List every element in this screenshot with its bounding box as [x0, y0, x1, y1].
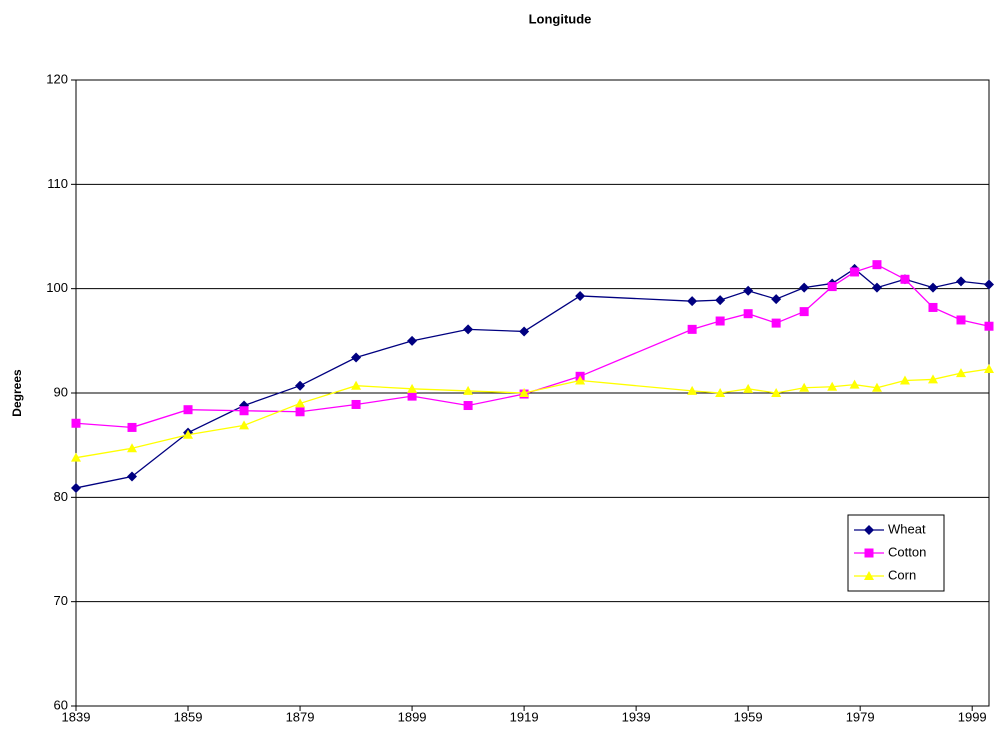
marker	[183, 429, 194, 439]
marker	[519, 388, 530, 397]
marker	[295, 407, 305, 417]
legend-label: Corn	[888, 567, 916, 582]
marker	[984, 364, 994, 374]
marker	[984, 279, 994, 290]
marker	[799, 282, 810, 293]
marker	[687, 385, 698, 395]
marker	[899, 375, 910, 385]
marker	[407, 335, 418, 346]
marker	[463, 324, 474, 335]
marker	[575, 290, 586, 301]
marker	[984, 321, 994, 331]
marker	[687, 324, 697, 334]
marker	[771, 388, 782, 397]
marker	[743, 309, 753, 319]
marker	[864, 571, 874, 580]
marker	[71, 482, 81, 493]
marker	[351, 399, 361, 409]
marker	[927, 282, 938, 293]
y-tick-label: 110	[47, 176, 68, 191]
marker	[871, 282, 882, 293]
marker	[850, 267, 860, 277]
marker	[849, 379, 860, 389]
x-tick-label: 1939	[622, 709, 651, 724]
marker	[295, 380, 306, 391]
marker	[71, 418, 81, 428]
marker	[799, 307, 809, 317]
marker	[71, 452, 81, 462]
marker	[519, 326, 530, 337]
legend-label: Wheat	[888, 521, 926, 536]
marker	[771, 318, 781, 328]
marker	[183, 405, 193, 415]
marker	[715, 316, 725, 326]
series-line	[75, 368, 990, 459]
marker	[407, 383, 418, 393]
marker	[871, 382, 882, 392]
y-tick-label: 120	[46, 71, 68, 86]
x-tick-label: 1999	[958, 709, 987, 724]
x-tick-label: 1859	[174, 709, 203, 724]
marker	[715, 295, 726, 306]
x-tick-label: 1839	[62, 709, 91, 724]
marker	[715, 388, 726, 397]
marker	[827, 282, 837, 292]
marker	[687, 296, 698, 307]
marker	[463, 401, 473, 411]
marker	[295, 398, 306, 408]
marker	[239, 406, 249, 416]
marker	[955, 368, 966, 378]
x-tick-label: 1879	[286, 709, 315, 724]
series-line	[75, 268, 990, 489]
y-tick-label: 100	[46, 280, 68, 295]
y-tick-label: 90	[54, 384, 68, 399]
marker	[407, 391, 417, 401]
marker	[864, 548, 874, 558]
legend-label: Cotton	[888, 544, 926, 559]
chart-title: Longitude	[529, 11, 592, 26]
x-tick-label: 1979	[846, 709, 875, 724]
y-tick-label: 80	[54, 489, 68, 504]
marker	[743, 383, 754, 393]
marker	[575, 375, 586, 385]
y-tick-label: 60	[54, 697, 68, 712]
marker	[771, 294, 782, 305]
marker	[928, 302, 938, 312]
marker	[799, 382, 810, 392]
marker	[900, 274, 910, 284]
marker	[864, 525, 874, 535]
y-axis-title: Degrees	[10, 369, 24, 417]
marker	[351, 380, 362, 390]
marker	[872, 260, 882, 270]
x-tick-label: 1919	[510, 709, 539, 724]
marker	[956, 315, 966, 325]
marker	[127, 471, 138, 482]
marker	[927, 374, 938, 384]
marker	[127, 443, 138, 453]
marker	[827, 381, 838, 391]
x-tick-label: 1899	[398, 709, 427, 724]
marker	[351, 352, 362, 363]
series-line	[75, 263, 990, 429]
x-tick-label: 1959	[734, 709, 763, 724]
marker	[463, 385, 474, 395]
y-tick-label: 70	[54, 593, 68, 608]
marker	[239, 420, 250, 430]
marker	[955, 276, 966, 287]
marker	[743, 285, 754, 296]
marker	[127, 422, 137, 432]
